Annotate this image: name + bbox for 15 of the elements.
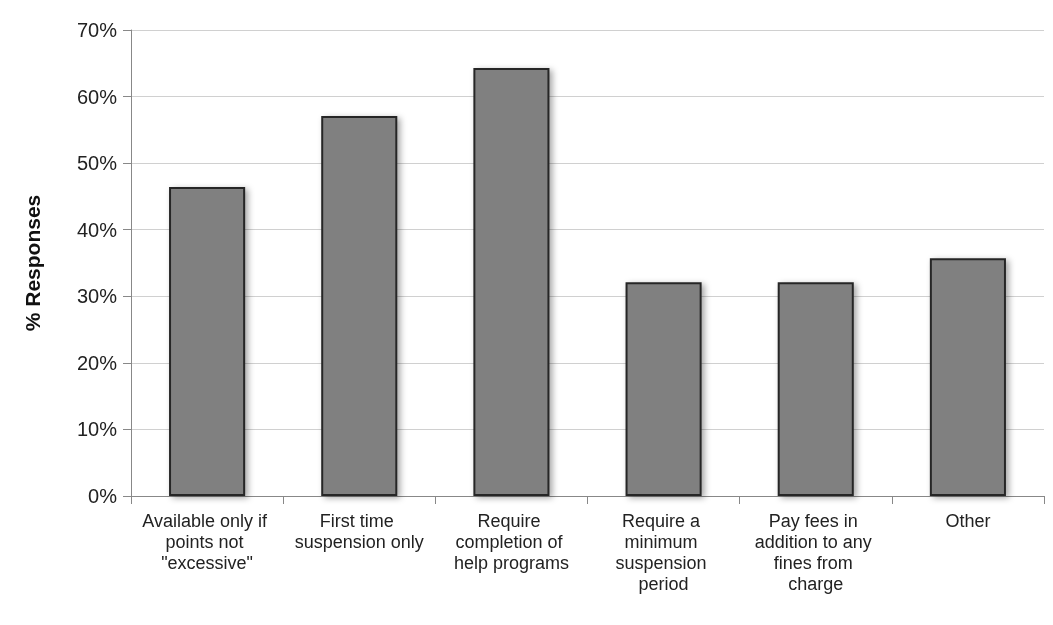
y-tick-label: 50% xyxy=(76,152,118,175)
y-tick-label: 30% xyxy=(76,285,118,308)
x-tick-label: Require completion of help programs xyxy=(453,510,569,573)
y-tick-label: 20% xyxy=(76,351,118,374)
x-tick-label: Pay fees in addition to any fines from charge xyxy=(754,510,877,594)
y-tick-label: 40% xyxy=(76,218,118,241)
y-tick-label: 70% xyxy=(76,19,118,41)
y-axis-title: % Responses xyxy=(21,194,44,332)
y-tick-label: 60% xyxy=(76,85,118,108)
x-tick-label: First time suspension only xyxy=(294,510,424,552)
y-tick-label: 0% xyxy=(88,485,118,507)
x-tick-label: Other xyxy=(945,510,991,531)
x-tick-label: Available only if points not "excessive" xyxy=(142,510,272,573)
y-tick-label: 10% xyxy=(76,418,118,441)
x-tick-label: Require a minimum suspension period xyxy=(615,510,712,594)
